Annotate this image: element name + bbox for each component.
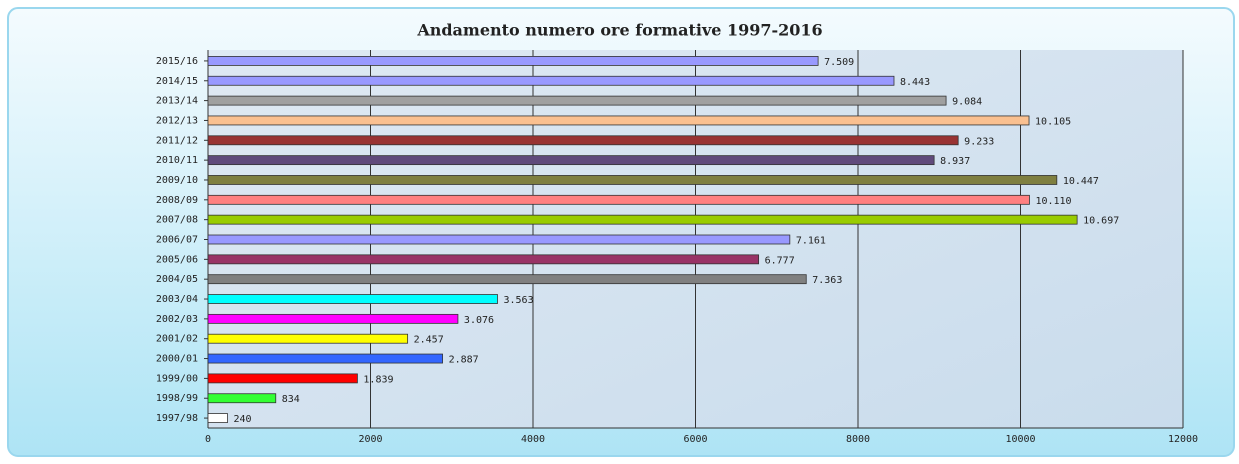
y-tick-label: 2015/16 [156, 56, 198, 67]
y-tick-label: 2013/14 [156, 96, 198, 107]
y-tick-label: 1998/99 [156, 393, 198, 404]
data-label: 10.105 [1035, 116, 1071, 127]
data-label: 8.937 [940, 156, 970, 167]
bar [207, 234, 791, 245]
data-label: 10.447 [1063, 176, 1099, 187]
data-label: 3.563 [503, 295, 533, 306]
bar [207, 353, 443, 364]
y-tick-label: 2002/03 [156, 314, 198, 325]
bar [207, 413, 228, 423]
y-tick-label: 2012/13 [156, 115, 198, 126]
data-label: 834 [282, 394, 300, 405]
bar [207, 75, 895, 86]
data-label: 2.887 [449, 355, 479, 366]
data-label: 9.084 [952, 97, 982, 108]
y-tick-label: 1999/00 [156, 373, 198, 384]
data-label: 6.777 [765, 255, 795, 266]
y-tick-label: 2006/07 [156, 235, 198, 246]
y-tick-label: 2010/11 [156, 155, 198, 166]
bar [207, 194, 1030, 205]
bar [207, 274, 807, 285]
bar [207, 373, 358, 384]
x-tick-label: 2000 [358, 434, 382, 445]
x-tick-label: 0 [205, 434, 211, 445]
bar [207, 175, 1058, 185]
y-tick-label: 2008/09 [156, 195, 198, 206]
bar [207, 115, 1030, 126]
data-label: 1.839 [363, 374, 393, 385]
bar [207, 56, 819, 66]
y-tick-label: 2009/10 [156, 175, 198, 186]
y-tick-label: 2001/02 [156, 334, 198, 345]
bar [207, 214, 1078, 225]
x-tick-label: 8000 [846, 434, 870, 445]
y-tick-label: 2011/12 [156, 135, 198, 146]
data-label: 3.076 [464, 315, 494, 326]
bar [207, 254, 760, 265]
data-label: 7.363 [812, 275, 842, 286]
data-label: 10.697 [1083, 216, 1119, 227]
x-tick-label: 6000 [683, 434, 707, 445]
x-tick-label: 4000 [521, 434, 545, 445]
data-label: 240 [234, 414, 252, 425]
data-label: 8.443 [900, 77, 930, 88]
bar [207, 294, 498, 304]
y-tick-label: 1997/98 [156, 413, 198, 424]
bar [207, 393, 277, 404]
data-label: 7.161 [796, 236, 826, 247]
chart-title: Andamento numero ore formative 1997-2016 [416, 21, 822, 40]
data-label: 9.233 [964, 136, 994, 147]
bar [207, 135, 959, 146]
x-tick-label: 10000 [1005, 434, 1035, 445]
bar [207, 313, 459, 324]
y-tick-label: 2004/05 [156, 274, 198, 285]
y-tick-label: 2014/15 [156, 76, 198, 87]
bar [207, 95, 947, 106]
x-tick-label: 12000 [1168, 434, 1198, 445]
y-tick-label: 2007/08 [156, 215, 198, 226]
y-tick-label: 2000/01 [156, 354, 198, 365]
y-tick-label: 2005/06 [156, 254, 198, 265]
y-tick-label: 2003/04 [156, 294, 198, 305]
bar [207, 333, 409, 344]
bar [207, 155, 935, 166]
data-label: 7.509 [824, 57, 854, 68]
data-label: 10.110 [1035, 196, 1071, 207]
data-label: 2.457 [414, 335, 444, 346]
